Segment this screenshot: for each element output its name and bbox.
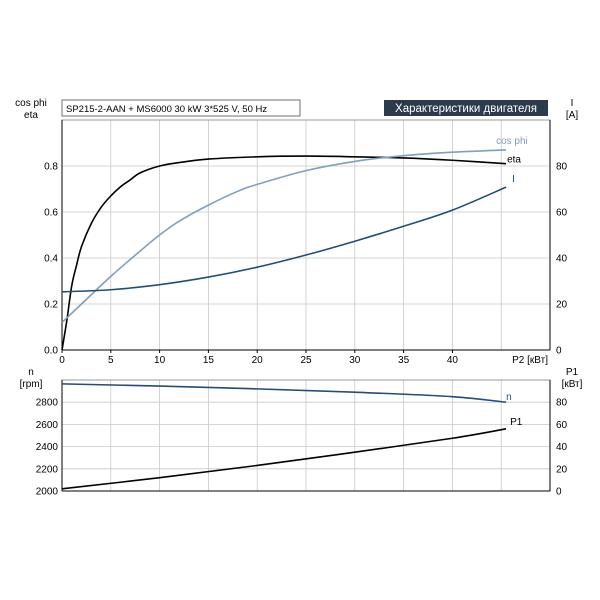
left-tick-label: 0.2 (44, 300, 58, 311)
series-label-n: n (506, 392, 512, 403)
series-line-n (61, 383, 507, 403)
series-line-i (61, 186, 507, 293)
right-axis-label: [кВт] (562, 379, 583, 390)
left-tick-label: 0.4 (44, 254, 58, 265)
right-tick-label: 20 (556, 300, 568, 311)
right-axis-label: P1 (566, 367, 579, 378)
right-axis-label: I (571, 98, 574, 109)
series-label-cos-phi: cos phi (496, 136, 528, 147)
right-tick-label: 80 (556, 398, 568, 409)
left-axis-label: n (28, 367, 34, 378)
x-tick-label: 10 (154, 355, 166, 366)
left-axis-label: cos phi (15, 98, 47, 109)
right-tick-label: 80 (556, 162, 568, 173)
x-tick-label: 40 (447, 355, 459, 366)
right-tick-label: 20 (556, 464, 568, 475)
x-tick-label: 15 (203, 355, 215, 366)
title-box (384, 100, 548, 116)
left-axis-label: [rpm] (20, 379, 43, 390)
left-tick-label: 0.6 (44, 208, 58, 219)
right-tick-label: 40 (556, 254, 568, 265)
series-line-cos-phi (61, 149, 507, 323)
left-tick-label: 2000 (36, 487, 59, 498)
chart-title: Характеристики двигателя (395, 103, 537, 115)
right-tick-label: 60 (556, 208, 568, 219)
x-axis-label: P2 [кВт] (512, 355, 548, 366)
right-tick-label: 0 (556, 346, 562, 357)
series-line-p1 (61, 428, 507, 490)
left-tick-label: 2600 (36, 420, 59, 431)
x-tick-label: 30 (349, 355, 361, 366)
x-tick-label: 20 (252, 355, 264, 366)
left-tick-label: 0.8 (44, 162, 58, 173)
x-tick-label: 0 (59, 355, 65, 366)
series-label-p1: P1 (510, 417, 523, 428)
x-tick-label: 25 (300, 355, 312, 366)
series-label-eta: eta (507, 155, 521, 166)
x-tick-label: 35 (398, 355, 410, 366)
model-box (61, 99, 301, 117)
model-text: SP215-2-AAN + MS6000 30 kW 3*525 V, 50 H… (66, 104, 267, 115)
left-tick-label: 0.0 (44, 346, 58, 357)
left-axis-label: eta (24, 110, 38, 121)
right-tick-label: 0 (556, 487, 562, 498)
right-axis-label: [A] (566, 110, 578, 121)
left-tick-label: 2200 (36, 464, 59, 475)
right-tick-label: 40 (556, 442, 568, 453)
left-tick-label: 2800 (36, 398, 59, 409)
upper-panel: 0.0 00.2 200.4 400.6 600.8 800 5 10 15 20 25 30 35 40… (15, 98, 578, 366)
x-tick-label: 5 (108, 355, 114, 366)
right-tick-label: 60 (556, 420, 568, 431)
series-line-eta (61, 155, 507, 351)
series-label-i: I (512, 174, 515, 185)
left-tick-label: 2400 (36, 442, 59, 453)
